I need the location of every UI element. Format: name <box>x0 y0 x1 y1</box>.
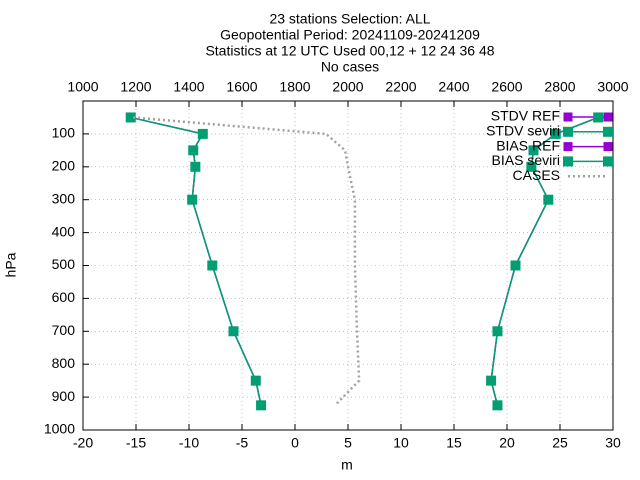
legend-marker <box>563 112 573 122</box>
data-point <box>228 326 239 337</box>
y-axis-label: hPa <box>3 252 19 277</box>
x2-tick-label: 2000 <box>332 79 363 95</box>
x-tick-label: -10 <box>179 435 199 451</box>
x-tick-label: -5 <box>236 435 249 451</box>
legend-marker <box>603 142 613 152</box>
legend-label: STDV seviri <box>486 123 560 139</box>
legend-marker <box>563 142 573 152</box>
x-tick-label: 20 <box>499 435 515 451</box>
series-line <box>132 116 361 407</box>
x-tick-label: 10 <box>393 435 409 451</box>
x2-tick-label: 2600 <box>491 79 522 95</box>
x2-tick-label: 2400 <box>438 79 469 95</box>
y-tick-label: 100 <box>52 125 76 141</box>
y-tick-label: 800 <box>52 355 76 371</box>
chart-title: No cases <box>321 59 379 75</box>
x2-tick-label: 1400 <box>173 79 204 95</box>
data-point <box>207 260 218 271</box>
data-point <box>543 194 554 205</box>
x2-tick-label: 1800 <box>279 79 310 95</box>
data-point <box>510 260 521 271</box>
data-point <box>187 194 198 205</box>
x2-tick-label: 2200 <box>385 79 416 95</box>
chart-title: 23 stations Selection: ALL <box>269 11 430 27</box>
y-tick-label: 400 <box>52 223 76 239</box>
x-tick-label: 15 <box>446 435 462 451</box>
y-tick-label: 200 <box>52 158 76 174</box>
data-point <box>256 400 267 411</box>
x-tick-label: 25 <box>552 435 568 451</box>
data-point <box>528 145 539 156</box>
data-point <box>188 145 199 156</box>
x2-tick-label: 3000 <box>597 79 628 95</box>
chart-title: Statistics at 12 UTC Used 00,12 + 12 24 … <box>205 43 494 59</box>
x-axis-label: m <box>341 457 353 473</box>
x-tick-label: -20 <box>73 435 93 451</box>
data-point <box>492 326 503 337</box>
chart-title: Geopotential Period: 20241109-20241209 <box>220 27 480 43</box>
x-tick-label: 30 <box>605 435 621 451</box>
x-tick-label: 0 <box>291 435 299 451</box>
y-tick-label: 600 <box>52 289 76 305</box>
x2-tick-label: 2800 <box>544 79 575 95</box>
y-tick-label: 500 <box>52 256 76 272</box>
y-tick-label: 900 <box>52 388 76 404</box>
data-point <box>486 375 497 386</box>
legend-marker <box>563 156 573 167</box>
series-line <box>130 116 262 406</box>
legend-marker <box>563 126 573 137</box>
data-point <box>550 128 561 139</box>
legend-label: STDV REF <box>491 108 560 124</box>
legend-label: BIAS seviri <box>492 152 560 168</box>
data-point <box>197 128 208 139</box>
data-point <box>190 161 201 172</box>
plot-frame <box>82 100 614 431</box>
y-tick-label: 700 <box>52 322 76 338</box>
legend-label: BIAS REF <box>496 137 560 153</box>
data-point <box>593 112 604 123</box>
data-point <box>492 400 503 411</box>
legend-label: CASES <box>513 167 560 183</box>
x-tick-label: 5 <box>344 435 352 451</box>
y-tick-label: 1000 <box>44 421 75 437</box>
x-tick-label: -15 <box>126 435 146 451</box>
series-line <box>130 116 262 406</box>
data-point <box>125 112 136 123</box>
legend-marker <box>603 156 613 167</box>
x2-tick-label: 1200 <box>120 79 151 95</box>
y-tick-label: 300 <box>52 190 76 206</box>
legend-marker <box>603 112 613 122</box>
x2-tick-label: 1600 <box>226 79 257 95</box>
legend-marker <box>603 126 613 137</box>
data-point <box>526 161 537 172</box>
x2-tick-label: 1000 <box>67 79 98 95</box>
data-point <box>250 375 261 386</box>
